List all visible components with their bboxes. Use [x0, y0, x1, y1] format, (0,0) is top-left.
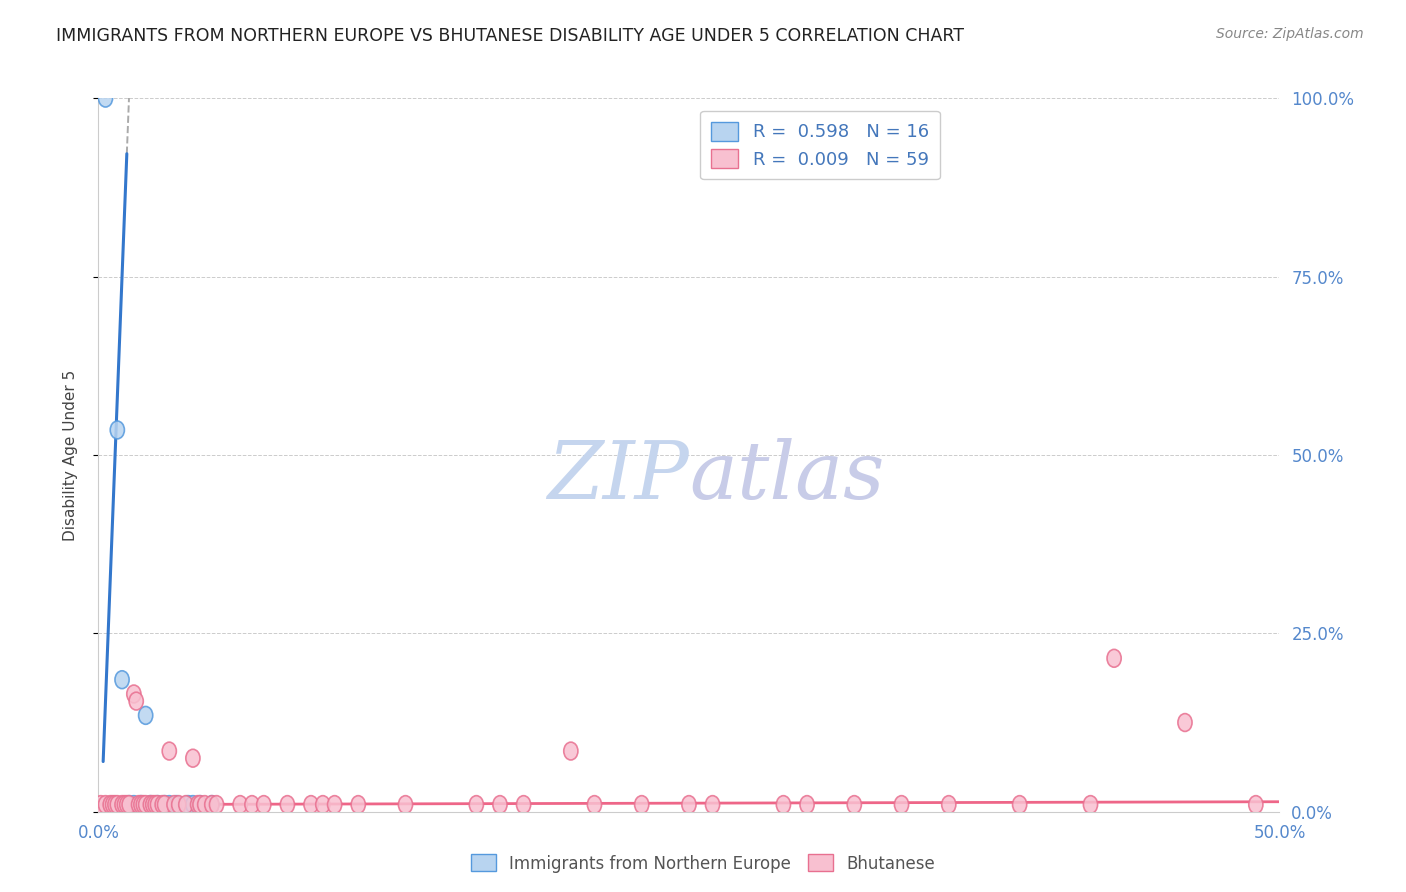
Ellipse shape: [186, 796, 200, 814]
Ellipse shape: [942, 796, 956, 814]
Ellipse shape: [1107, 649, 1121, 667]
Ellipse shape: [110, 421, 124, 439]
Ellipse shape: [98, 796, 112, 814]
Ellipse shape: [127, 685, 141, 703]
Ellipse shape: [1012, 796, 1026, 814]
Ellipse shape: [98, 89, 112, 107]
Ellipse shape: [186, 749, 200, 767]
Ellipse shape: [157, 796, 172, 814]
Ellipse shape: [193, 796, 207, 814]
Ellipse shape: [122, 796, 136, 814]
Ellipse shape: [682, 796, 696, 814]
Ellipse shape: [800, 796, 814, 814]
Ellipse shape: [143, 796, 157, 814]
Ellipse shape: [108, 796, 122, 814]
Ellipse shape: [209, 796, 224, 814]
Legend: R =  0.598   N = 16, R =  0.009   N = 59: R = 0.598 N = 16, R = 0.009 N = 59: [700, 111, 939, 179]
Ellipse shape: [352, 796, 366, 814]
Ellipse shape: [181, 796, 195, 814]
Ellipse shape: [120, 796, 134, 814]
Ellipse shape: [167, 796, 181, 814]
Ellipse shape: [157, 796, 172, 814]
Ellipse shape: [148, 796, 162, 814]
Ellipse shape: [564, 742, 578, 760]
Ellipse shape: [143, 796, 157, 814]
Text: atlas: atlas: [689, 438, 884, 515]
Ellipse shape: [328, 796, 342, 814]
Ellipse shape: [172, 796, 186, 814]
Ellipse shape: [494, 796, 508, 814]
Ellipse shape: [129, 692, 143, 710]
Ellipse shape: [316, 796, 330, 814]
Ellipse shape: [134, 796, 148, 814]
Ellipse shape: [470, 796, 484, 814]
Ellipse shape: [198, 796, 212, 814]
Ellipse shape: [848, 796, 862, 814]
Ellipse shape: [516, 796, 530, 814]
Ellipse shape: [115, 671, 129, 689]
Ellipse shape: [776, 796, 790, 814]
Ellipse shape: [169, 796, 183, 814]
Ellipse shape: [127, 796, 141, 814]
Ellipse shape: [179, 796, 193, 814]
Ellipse shape: [162, 742, 176, 760]
Ellipse shape: [193, 796, 207, 814]
Ellipse shape: [398, 796, 412, 814]
Ellipse shape: [110, 796, 124, 814]
Ellipse shape: [588, 796, 602, 814]
Ellipse shape: [1084, 796, 1098, 814]
Ellipse shape: [706, 796, 720, 814]
Ellipse shape: [122, 796, 136, 814]
Ellipse shape: [115, 796, 129, 814]
Ellipse shape: [94, 796, 108, 814]
Ellipse shape: [150, 796, 165, 814]
Ellipse shape: [103, 796, 117, 814]
Ellipse shape: [245, 796, 259, 814]
Y-axis label: Disability Age Under 5: Disability Age Under 5: [63, 369, 77, 541]
Ellipse shape: [257, 796, 271, 814]
Ellipse shape: [205, 796, 219, 814]
Ellipse shape: [150, 796, 165, 814]
Ellipse shape: [191, 796, 205, 814]
Ellipse shape: [233, 796, 247, 814]
Ellipse shape: [280, 796, 294, 814]
Ellipse shape: [634, 796, 648, 814]
Ellipse shape: [304, 796, 318, 814]
Ellipse shape: [136, 796, 150, 814]
Text: IMMIGRANTS FROM NORTHERN EUROPE VS BHUTANESE DISABILITY AGE UNDER 5 CORRELATION : IMMIGRANTS FROM NORTHERN EUROPE VS BHUTA…: [56, 27, 965, 45]
Ellipse shape: [155, 796, 169, 814]
Legend: Immigrants from Northern Europe, Bhutanese: Immigrants from Northern Europe, Bhutane…: [464, 847, 942, 880]
Ellipse shape: [894, 796, 908, 814]
Ellipse shape: [1178, 714, 1192, 731]
Ellipse shape: [139, 706, 153, 724]
Ellipse shape: [134, 796, 148, 814]
Ellipse shape: [139, 796, 153, 814]
Text: ZIP: ZIP: [547, 438, 689, 515]
Ellipse shape: [105, 796, 120, 814]
Ellipse shape: [146, 796, 160, 814]
Ellipse shape: [1249, 796, 1263, 814]
Ellipse shape: [162, 796, 176, 814]
Ellipse shape: [132, 796, 146, 814]
Text: Source: ZipAtlas.com: Source: ZipAtlas.com: [1216, 27, 1364, 41]
Ellipse shape: [117, 796, 132, 814]
Ellipse shape: [205, 796, 219, 814]
